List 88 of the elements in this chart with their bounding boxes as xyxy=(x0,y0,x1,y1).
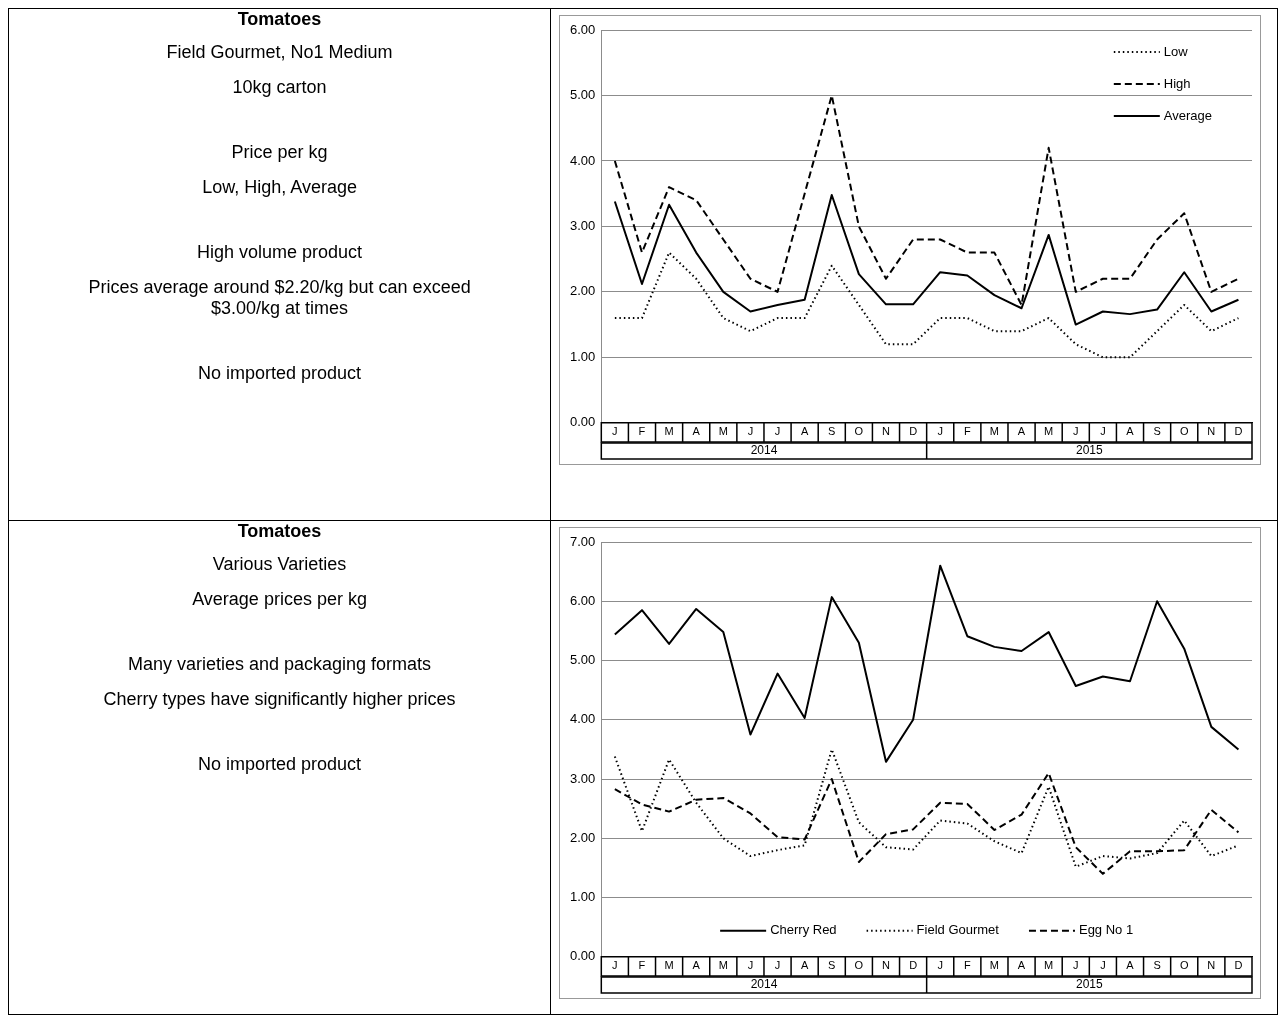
text: Field Gourmet, No1 Medium xyxy=(165,42,394,63)
legend-label: Egg No 1 xyxy=(1079,922,1134,938)
x-tick-label: D xyxy=(909,425,918,438)
x-tick-label: A xyxy=(692,425,701,438)
x-tick-label: S xyxy=(828,425,836,438)
x-tick-label: J xyxy=(747,959,754,972)
legend-label: Low xyxy=(1163,43,1189,59)
x-tick-label: D xyxy=(1234,425,1243,438)
x-tick-label: O xyxy=(1180,959,1190,972)
x-tick-label: A xyxy=(1017,425,1026,438)
x-tick-label: M xyxy=(989,425,1000,438)
x-tick-label: D xyxy=(1234,959,1243,972)
y-tick-label: 2.00 xyxy=(570,283,596,299)
y-tick-label: 2.00 xyxy=(570,829,596,845)
y-tick-label: 0.00 xyxy=(570,948,596,964)
x-tick-label: O xyxy=(1180,425,1190,438)
x-tick-label: J xyxy=(937,959,944,972)
x-tick-label: N xyxy=(1207,959,1216,972)
text: 2014 xyxy=(750,443,778,458)
y-tick-label: 4.00 xyxy=(570,152,596,168)
x-tick-label: J xyxy=(612,959,618,972)
x-tick-label: S xyxy=(1153,959,1161,972)
x-tick-label: O xyxy=(854,959,864,972)
y-tick-label: 6.00 xyxy=(570,592,596,608)
legend-label: Average xyxy=(1163,107,1213,123)
x-tick-label: A xyxy=(1126,425,1135,438)
text: Various Varieties xyxy=(211,554,348,575)
x-tick-label: O xyxy=(854,425,864,438)
x-tick-label: J xyxy=(612,425,618,438)
x-tick-label: N xyxy=(882,959,891,972)
x-tick-label: J xyxy=(1100,425,1106,438)
y-tick-label: 1.00 xyxy=(570,889,596,905)
x-tick-label: J xyxy=(937,425,944,438)
x-tick-label: A xyxy=(1126,959,1135,972)
y-tick-label: 1.00 xyxy=(570,348,596,364)
x-tick-label: J xyxy=(747,425,754,438)
text: 10kg carton xyxy=(231,77,328,98)
text: 2014 xyxy=(750,977,778,992)
x-tick-label: M xyxy=(718,425,728,438)
x-tick-label: F xyxy=(964,959,972,972)
y-tick-label: 5.00 xyxy=(570,652,596,668)
line-series xyxy=(613,251,1240,359)
y-tick-label: 0.00 xyxy=(570,414,596,430)
x-tick-label: F xyxy=(638,959,646,972)
text: Tomatoes xyxy=(236,521,323,542)
y-tick-label: 5.00 xyxy=(570,87,596,103)
legend-label: Cherry Red xyxy=(770,922,837,938)
x-tick-label: J xyxy=(1100,959,1106,972)
x-tick-label: A xyxy=(692,959,701,972)
x-tick-label: J xyxy=(1073,959,1079,972)
text: Tomatoes xyxy=(236,9,323,30)
x-tick-label: M xyxy=(1044,425,1054,438)
x-tick-label: N xyxy=(882,425,891,438)
text: No imported product xyxy=(197,754,363,775)
x-tick-label: J xyxy=(774,425,781,438)
x-tick-label: S xyxy=(1153,425,1161,438)
text: Cherry types have significantly higher prices xyxy=(102,689,457,710)
text: No imported product xyxy=(197,363,363,384)
y-tick-label: 7.00 xyxy=(570,533,596,549)
text: Price per kg xyxy=(230,142,329,163)
text: Low, High, Average xyxy=(201,177,358,198)
y-tick-label: 4.00 xyxy=(570,711,596,727)
y-tick-label: 3.00 xyxy=(570,770,596,786)
y-tick-label: 6.00 xyxy=(570,21,596,37)
legend-label: High xyxy=(1163,75,1191,91)
x-tick-label: M xyxy=(718,959,728,972)
text: Many varieties and packaging formats xyxy=(126,654,433,675)
x-tick-label: D xyxy=(909,959,918,972)
text: Prices average around $2.20/kg but can exceed $3.00/kg at times xyxy=(87,277,472,319)
text: Average prices per kg xyxy=(191,589,368,610)
x-tick-label: J xyxy=(774,959,781,972)
x-tick-label: J xyxy=(1073,425,1079,438)
x-tick-label: F xyxy=(964,425,972,438)
x-tick-label: N xyxy=(1207,425,1216,438)
x-tick-label: M xyxy=(664,959,674,972)
legend-label: Field Gourmet xyxy=(916,922,1000,938)
x-tick-label: A xyxy=(801,959,810,972)
text: 2015 xyxy=(1076,977,1104,992)
x-tick-label: A xyxy=(1017,959,1026,972)
x-tick-label: S xyxy=(828,959,836,972)
y-tick-label: 3.00 xyxy=(570,217,596,233)
x-tick-label: M xyxy=(989,959,1000,972)
text: High volume product xyxy=(196,242,364,263)
text: 2015 xyxy=(1076,443,1104,458)
x-tick-label: F xyxy=(638,425,646,438)
x-tick-label: M xyxy=(1044,959,1054,972)
x-tick-label: A xyxy=(801,425,810,438)
x-tick-label: M xyxy=(664,425,674,438)
